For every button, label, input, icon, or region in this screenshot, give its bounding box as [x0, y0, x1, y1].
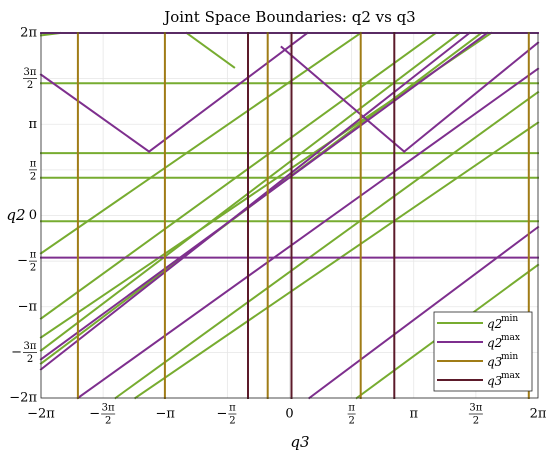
- y-tick-7-num: 3π: [24, 67, 37, 78]
- y-tick-1-num: 3π: [24, 341, 37, 352]
- x-tick-1-den: 2: [105, 416, 111, 427]
- legend-sup-3: max: [501, 371, 520, 381]
- plot-frame: [40, 32, 539, 399]
- y-tick-2: −π: [18, 299, 38, 314]
- y-tick-7: 3π2: [23, 67, 37, 91]
- y-tick-6-text: π: [28, 117, 37, 132]
- x-tick-4: 0: [285, 407, 293, 422]
- y-tick-1-den: 2: [27, 354, 33, 365]
- series-layer: [39, 31, 540, 400]
- y-tick-1: −3π 2: [11, 341, 37, 365]
- x-tick-6-text: π: [409, 407, 418, 422]
- y-tick-5-num: π: [30, 158, 37, 169]
- x-tick-0: −2π: [27, 407, 55, 422]
- x-tick-3: − π 2: [216, 403, 237, 427]
- x-tick-7-den: 2: [473, 416, 479, 427]
- series-1-segment-3: [280, 45, 406, 154]
- x-tick-3-num: π: [229, 403, 236, 414]
- series-1: [39, 31, 540, 400]
- series-0-segment-1: [185, 31, 236, 69]
- y-tick-8-text: 2π: [20, 26, 37, 41]
- legend-label-3: q3: [487, 374, 503, 388]
- x-tick-1-num: 3π: [102, 403, 115, 414]
- series-0-segment-7: [39, 31, 462, 353]
- y-tick-1-sign: −: [11, 345, 22, 360]
- x-tick-5-den: 2: [348, 416, 354, 427]
- series-0-segment-10: [133, 121, 540, 400]
- x-tick-1-sign: −: [89, 407, 100, 422]
- y-tick-3: − π 2: [17, 250, 37, 274]
- series-1-segment-1: [39, 73, 151, 153]
- x-tick-2: −π: [156, 407, 176, 422]
- legend-sup-1: max: [501, 333, 520, 343]
- legend-box: [433, 311, 533, 392]
- legend-sup-2: min: [501, 352, 518, 362]
- y-tick-5: π2: [29, 158, 37, 182]
- series-1-segment-8: [76, 67, 540, 400]
- x-tick-5: π2: [347, 403, 356, 427]
- y-tick-8: 2π: [20, 26, 37, 41]
- x-tick-3-den: 2: [229, 416, 235, 427]
- series-1-segment-2: [147, 31, 309, 153]
- x-tick-2-text: −π: [156, 407, 176, 422]
- y-tick-4: 0: [29, 208, 37, 223]
- y-tick-3-den: 2: [30, 263, 36, 274]
- legend-label-0: q2: [487, 317, 502, 331]
- y-tick-7-den: 2: [27, 80, 33, 91]
- y-tick-3-sign: −: [17, 254, 28, 269]
- chart-title: Joint Space Boundaries: q2 vs q3: [162, 8, 415, 26]
- y-axis-label: q2: [6, 206, 25, 224]
- series-0-segment-9: [114, 90, 540, 400]
- x-tick-3-sign: −: [216, 407, 227, 422]
- y-tick-3-num: π: [30, 250, 37, 261]
- x-tick-8: 2π: [530, 407, 547, 422]
- x-tick-8-text: 2π: [530, 407, 547, 422]
- x-tick-5-num: π: [348, 403, 355, 414]
- series-0-segment-11: [39, 31, 438, 320]
- x-tick-6: π: [409, 407, 418, 422]
- series-1-segment-9: [307, 225, 540, 400]
- x-axis-label: q3: [290, 433, 309, 451]
- x-tick-0-text: −2π: [27, 407, 55, 422]
- y-tick-5-den: 2: [30, 171, 36, 182]
- y-tick-6: π: [28, 117, 37, 132]
- y-tick-0-text: −2π: [9, 391, 37, 406]
- legend-label-1: q2: [487, 336, 502, 350]
- x-tick-1: −3π 2: [89, 403, 116, 427]
- series-1-segment-6: [39, 31, 489, 361]
- x-tick-7: 3π2: [468, 403, 483, 427]
- x-tick-4-text: 0: [285, 407, 293, 422]
- x-tick-labels: −2π −3π2 −π − π2 0 π2 π 3π2 2π: [27, 403, 547, 427]
- series-3: [247, 32, 396, 399]
- y-tick-2-text: −π: [18, 299, 38, 314]
- legend-label-2: q3: [487, 355, 503, 369]
- y-tick-0: −2π: [9, 391, 37, 406]
- series-1-segment-7: [39, 31, 471, 371]
- x-tick-7-num: 3π: [469, 403, 482, 414]
- legend-sup-0: min: [501, 314, 518, 324]
- y-tick-4-text: 0: [29, 208, 37, 223]
- series-1-segment-4: [402, 41, 540, 154]
